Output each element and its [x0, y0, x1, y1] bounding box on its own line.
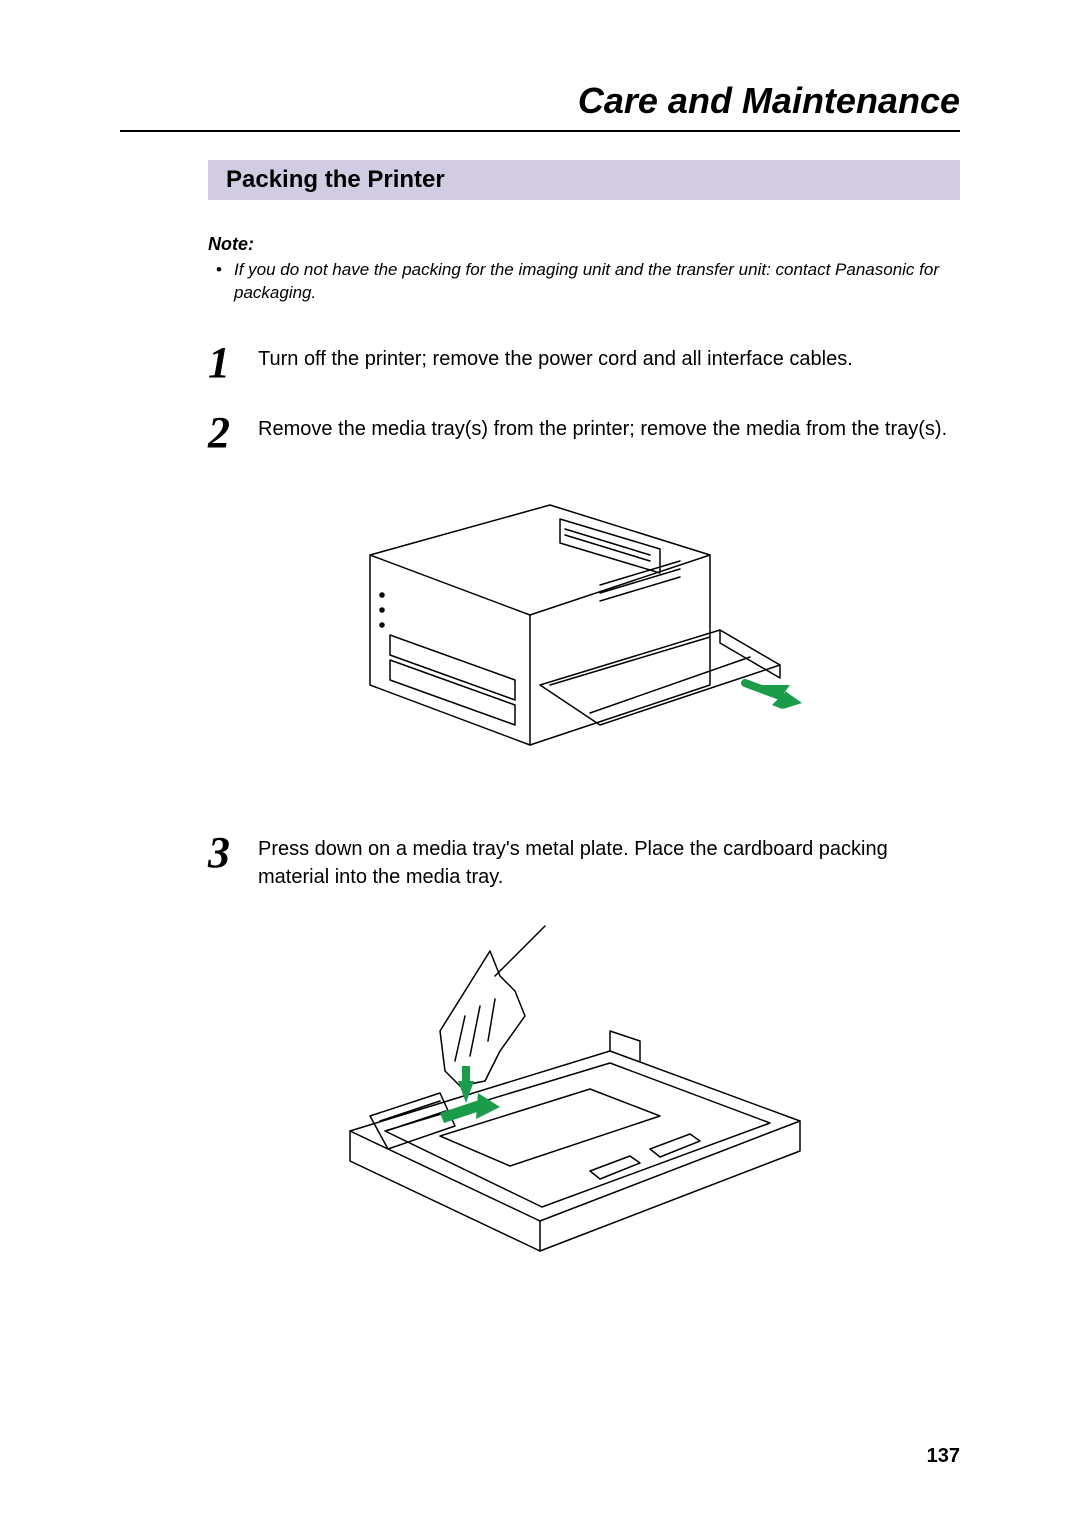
step-number: 3	[208, 831, 258, 891]
step-number: 1	[208, 341, 258, 385]
step-text: Turn off the printer; remove the power c…	[258, 345, 853, 385]
title-rule	[120, 130, 960, 132]
arrow-right-icon	[440, 1093, 500, 1123]
section-heading: Packing the Printer	[208, 160, 960, 200]
note-item: If you do not have the packing for the i…	[234, 259, 960, 305]
step-text: Press down on a media tray's metal plate…	[258, 835, 960, 891]
step-2: 2 Remove the media tray(s) from the prin…	[208, 415, 960, 455]
arrow-icon	[745, 683, 802, 709]
note-block: Note: If you do not have the packing for…	[208, 234, 960, 305]
printer-illustration	[370, 505, 802, 745]
page-number: 137	[927, 1445, 960, 1468]
figure-tray	[290, 921, 960, 1281]
figure-printer	[290, 485, 960, 785]
tray-illustration	[350, 926, 800, 1251]
step-number: 2	[208, 411, 258, 455]
step-text: Remove the media tray(s) from the printe…	[258, 415, 947, 455]
hand-icon	[440, 951, 525, 1086]
step-1: 1 Turn off the printer; remove the power…	[208, 345, 960, 385]
note-label: Note:	[208, 234, 960, 255]
step-3: 3 Press down on a media tray's metal pla…	[208, 835, 960, 891]
chapter-title: Care and Maintenance	[120, 80, 960, 122]
